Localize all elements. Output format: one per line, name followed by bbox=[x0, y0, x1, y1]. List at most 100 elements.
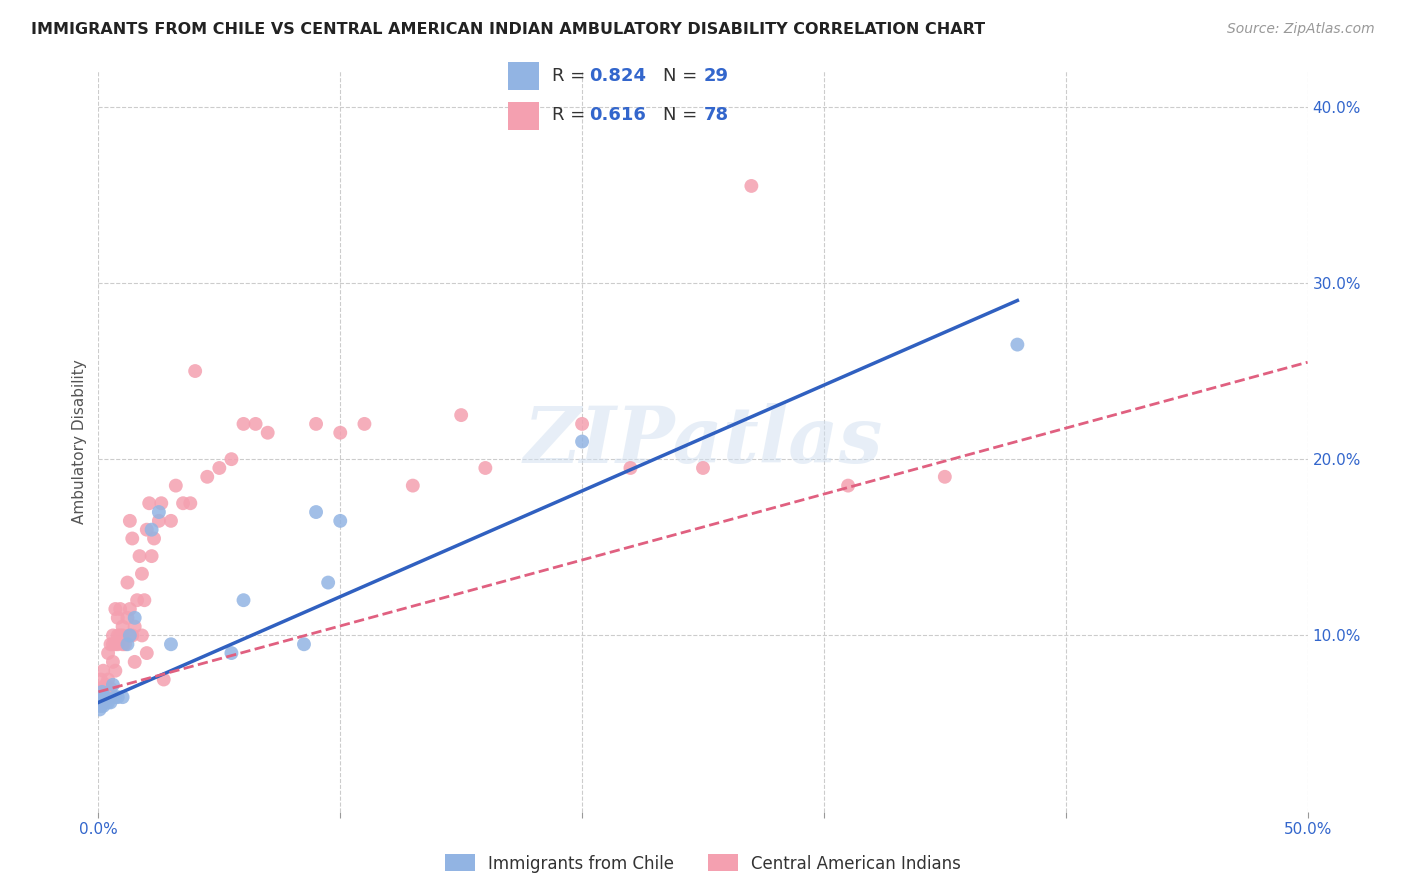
Point bbox=[179, 496, 201, 510]
Text: R =: R = bbox=[551, 106, 591, 124]
Point bbox=[934, 470, 956, 484]
Point bbox=[131, 566, 153, 581]
Point bbox=[305, 417, 328, 431]
Point bbox=[134, 593, 156, 607]
Point bbox=[107, 628, 129, 642]
Point bbox=[91, 681, 114, 696]
Text: N =: N = bbox=[664, 106, 703, 124]
Point bbox=[90, 673, 112, 687]
Text: 0.824: 0.824 bbox=[589, 67, 645, 85]
Point bbox=[135, 646, 157, 660]
Point bbox=[101, 655, 124, 669]
Point bbox=[104, 664, 127, 678]
Point bbox=[256, 425, 278, 440]
Point bbox=[89, 702, 111, 716]
Point bbox=[94, 690, 117, 705]
Point bbox=[91, 685, 114, 699]
Point bbox=[97, 685, 120, 699]
Point bbox=[329, 514, 352, 528]
Point bbox=[232, 593, 254, 607]
Text: N =: N = bbox=[664, 67, 703, 85]
Point bbox=[135, 523, 157, 537]
Point bbox=[245, 417, 267, 431]
Point bbox=[221, 452, 243, 467]
Point bbox=[111, 619, 134, 633]
Point bbox=[100, 690, 122, 705]
Point bbox=[117, 575, 139, 590]
Point bbox=[118, 602, 141, 616]
Point bbox=[118, 514, 141, 528]
Point bbox=[1007, 337, 1029, 351]
Text: ZIPatlas: ZIPatlas bbox=[523, 403, 883, 480]
Point bbox=[292, 637, 315, 651]
Point bbox=[141, 523, 163, 537]
Point bbox=[165, 478, 187, 492]
FancyBboxPatch shape bbox=[509, 102, 540, 130]
Point bbox=[111, 637, 134, 651]
Y-axis label: Ambulatory Disability: Ambulatory Disability bbox=[72, 359, 87, 524]
Point bbox=[94, 690, 117, 705]
Point bbox=[172, 496, 194, 510]
Legend: Immigrants from Chile, Central American Indians: Immigrants from Chile, Central American … bbox=[439, 847, 967, 880]
Point bbox=[90, 698, 112, 713]
Point bbox=[90, 698, 112, 713]
Point bbox=[474, 461, 496, 475]
Text: Source: ZipAtlas.com: Source: ZipAtlas.com bbox=[1227, 22, 1375, 37]
Point bbox=[91, 698, 114, 713]
Point bbox=[107, 690, 129, 705]
Point bbox=[118, 628, 141, 642]
Point bbox=[692, 461, 714, 475]
Point bbox=[111, 690, 134, 705]
Point bbox=[329, 425, 352, 440]
Point bbox=[117, 611, 139, 625]
Point bbox=[121, 628, 143, 642]
Point bbox=[101, 628, 124, 642]
Point bbox=[100, 695, 122, 709]
Point bbox=[104, 690, 127, 705]
Point bbox=[571, 434, 593, 449]
Point bbox=[148, 505, 170, 519]
Point bbox=[114, 637, 136, 651]
Point bbox=[127, 593, 149, 607]
Point bbox=[90, 681, 112, 696]
Point bbox=[97, 695, 120, 709]
Point bbox=[117, 637, 139, 651]
Point bbox=[97, 673, 120, 687]
Point bbox=[195, 470, 218, 484]
Point bbox=[124, 655, 146, 669]
FancyBboxPatch shape bbox=[509, 62, 540, 90]
Point bbox=[150, 496, 173, 510]
Point bbox=[107, 611, 129, 625]
Point bbox=[124, 619, 146, 633]
Point bbox=[90, 690, 112, 705]
Text: 29: 29 bbox=[703, 67, 728, 85]
Point bbox=[143, 532, 166, 546]
Point bbox=[107, 637, 129, 651]
Point bbox=[402, 478, 425, 492]
Point bbox=[571, 417, 593, 431]
Point bbox=[91, 690, 114, 705]
Point bbox=[104, 637, 127, 651]
Point bbox=[94, 685, 117, 699]
Point bbox=[208, 461, 231, 475]
Point bbox=[353, 417, 375, 431]
Point bbox=[101, 637, 124, 651]
Point bbox=[316, 575, 339, 590]
Point bbox=[104, 602, 127, 616]
Point bbox=[131, 628, 153, 642]
Point bbox=[152, 673, 174, 687]
Point bbox=[91, 664, 114, 678]
Point bbox=[111, 628, 134, 642]
Point bbox=[108, 628, 131, 642]
Point bbox=[141, 549, 163, 563]
Point bbox=[91, 690, 114, 705]
Text: 78: 78 bbox=[703, 106, 728, 124]
Point bbox=[91, 695, 114, 709]
Point bbox=[90, 685, 112, 699]
Text: R =: R = bbox=[551, 67, 591, 85]
Point bbox=[160, 514, 183, 528]
Point bbox=[121, 532, 143, 546]
Point bbox=[837, 478, 859, 492]
Point bbox=[138, 496, 160, 510]
Point bbox=[90, 695, 112, 709]
